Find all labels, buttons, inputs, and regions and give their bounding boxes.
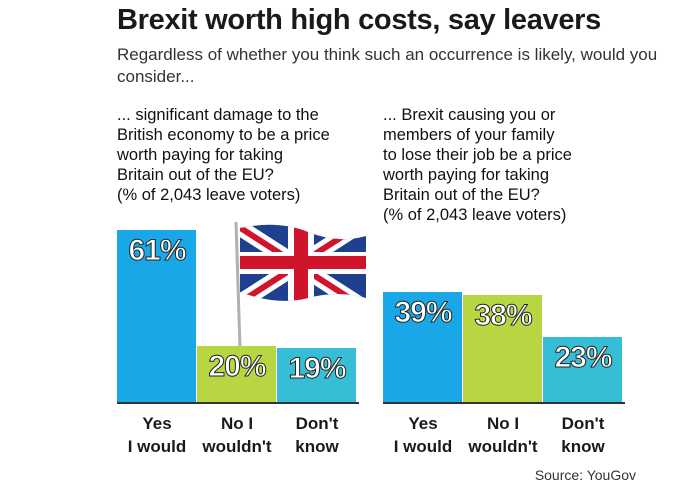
- data-label: 38%: [474, 299, 533, 333]
- x-axis-line: [117, 402, 359, 404]
- x-axis-line: [383, 402, 625, 404]
- category-label: No I wouldn't: [202, 414, 272, 456]
- bar: [463, 295, 542, 402]
- category-label: Yes I would: [127, 414, 187, 456]
- data-label: 61%: [128, 234, 187, 268]
- chart-title: Brexit worth high costs, say leavers: [117, 4, 601, 36]
- category-label: No I wouldn't: [468, 414, 538, 456]
- data-label: 23%: [554, 341, 613, 375]
- question-right: ... Brexit causing you or members of you…: [383, 106, 572, 224]
- data-label: 20%: [208, 350, 267, 384]
- chart-subtitle: Regardless of whether you think such an …: [117, 45, 658, 86]
- bar: [543, 337, 622, 402]
- category-label: Don't know: [295, 414, 339, 456]
- bar: [197, 346, 276, 402]
- data-label: 19%: [288, 352, 347, 386]
- category-label: Yes I would: [393, 414, 453, 456]
- data-label: 39%: [394, 296, 453, 330]
- category-label: Don't know: [561, 414, 605, 456]
- bar: [383, 292, 462, 402]
- bar: [117, 230, 196, 402]
- union-jack-flag-icon: [234, 221, 366, 349]
- question-left: ... significant damage to the British ec…: [117, 106, 330, 204]
- bar: [277, 348, 356, 402]
- source-note: Source: YouGov: [534, 467, 636, 483]
